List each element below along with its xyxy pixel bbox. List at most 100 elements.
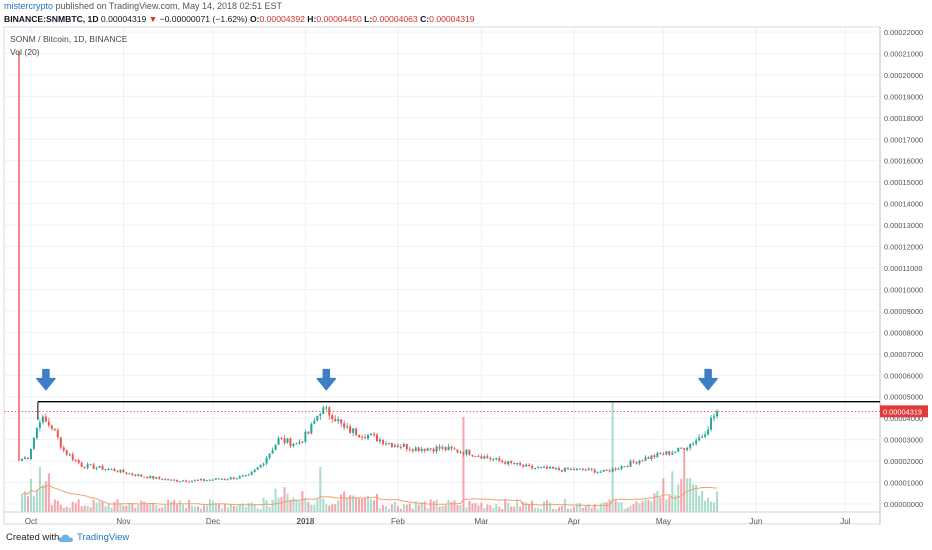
candle-body [384, 443, 387, 445]
volume-bar [450, 502, 453, 512]
candle-body [548, 466, 551, 469]
legend-volume[interactable]: Vol (20) [10, 47, 40, 57]
volume-bar [387, 508, 390, 512]
volume-bar [381, 505, 384, 512]
volume-bar [185, 508, 188, 512]
candle-body [262, 463, 265, 466]
candle-body [241, 475, 244, 477]
volume-bar [92, 499, 95, 512]
volume-bar [498, 506, 501, 512]
candle-body [450, 446, 453, 449]
volume-bar [280, 497, 283, 512]
candle-body [650, 455, 653, 460]
y-tick-label: 0.00001000 [884, 479, 923, 488]
candle-body [462, 452, 465, 455]
candle-body [322, 407, 325, 414]
volume-bar [632, 503, 635, 512]
volume-bar [477, 505, 480, 512]
volume-bar [495, 503, 498, 512]
volume-bar [453, 500, 456, 512]
candle-body [277, 438, 280, 445]
candle-body [405, 444, 408, 450]
candle-body [68, 454, 71, 456]
annotations [36, 368, 718, 391]
volume-bar [223, 504, 226, 512]
author-link[interactable]: mistercrypto [4, 1, 54, 11]
volume-bar [355, 497, 358, 512]
volume-bar [492, 508, 495, 512]
candle-body [483, 456, 486, 459]
candle-body [716, 411, 719, 417]
candle-body [662, 454, 665, 456]
volume-bar [438, 506, 441, 512]
volume-bar [396, 505, 399, 512]
volume-bar [229, 504, 232, 512]
candle-body [566, 467, 569, 470]
candle-body [167, 479, 170, 481]
close-label: C: [420, 14, 430, 24]
y-tick-label: 0.00011000 [884, 264, 923, 273]
x-tick-label: Dec [206, 517, 220, 526]
candle-body [426, 448, 429, 451]
volume-bar [214, 502, 217, 512]
volume-bar [543, 501, 546, 512]
volume-bar [211, 500, 214, 512]
candle-body [113, 468, 116, 472]
volume-bar [590, 508, 593, 512]
candle-body [489, 457, 492, 460]
legend-title[interactable]: SONM / Bitcoin, 1D, BINANCE [10, 34, 128, 44]
candle-body [605, 469, 608, 471]
volume-bar [710, 501, 713, 512]
time-axis[interactable]: Oct Nov Dec 2018 Feb Mar Apr May Jun Jul [4, 511, 880, 526]
candle-body [217, 478, 220, 480]
volume-bar [456, 504, 459, 512]
candle-body [408, 449, 411, 451]
candle-body [683, 448, 686, 450]
candle-body [513, 462, 516, 465]
volume-bar [47, 473, 50, 512]
tradingview-link[interactable]: TradingView [77, 532, 130, 543]
candle-body [560, 469, 563, 472]
volume-bar [504, 499, 507, 512]
candle-body [152, 476, 155, 479]
y-tick-label: 0.00007000 [884, 350, 923, 359]
candle-body [587, 468, 590, 471]
x-tick-label: Jul [840, 517, 850, 526]
candle-body [23, 457, 26, 459]
volume-bar [182, 504, 185, 512]
candle-body [295, 443, 298, 445]
volume-bar [578, 502, 581, 512]
y-tick-label: 0.00012000 [884, 243, 923, 252]
candle-body [474, 455, 477, 457]
volume-bar [465, 507, 468, 512]
candle-body [665, 451, 668, 455]
candle-body [185, 480, 188, 482]
candle-body [498, 458, 501, 461]
volume-bar [510, 506, 513, 512]
candle-body [62, 447, 65, 451]
volume-bar [468, 501, 471, 512]
footer: Created with TradingView [0, 528, 932, 550]
price-axis[interactable]: 0.00022000 0.00021000 0.00020000 0.00019000… [880, 28, 928, 509]
volume-bar [420, 501, 423, 512]
volume-bar [557, 507, 560, 512]
x-tick-label: Feb [391, 517, 405, 526]
candle-body [507, 461, 510, 465]
volume-bar [116, 499, 119, 512]
candle-body [525, 464, 528, 467]
candle-body [608, 470, 611, 472]
volume-bar [125, 505, 128, 512]
volume-bar [53, 499, 56, 512]
volume-bar [361, 498, 364, 512]
y-tick-label: 0.00004000 [884, 414, 923, 423]
candle-body [686, 447, 689, 450]
volume-bar [635, 501, 638, 512]
volume-bar [340, 494, 343, 512]
candle-body [465, 449, 468, 455]
candle-body [268, 453, 271, 458]
candle-body [378, 439, 381, 442]
candle-body [540, 467, 543, 469]
candle-body [137, 474, 140, 477]
volume-bar [101, 501, 104, 512]
